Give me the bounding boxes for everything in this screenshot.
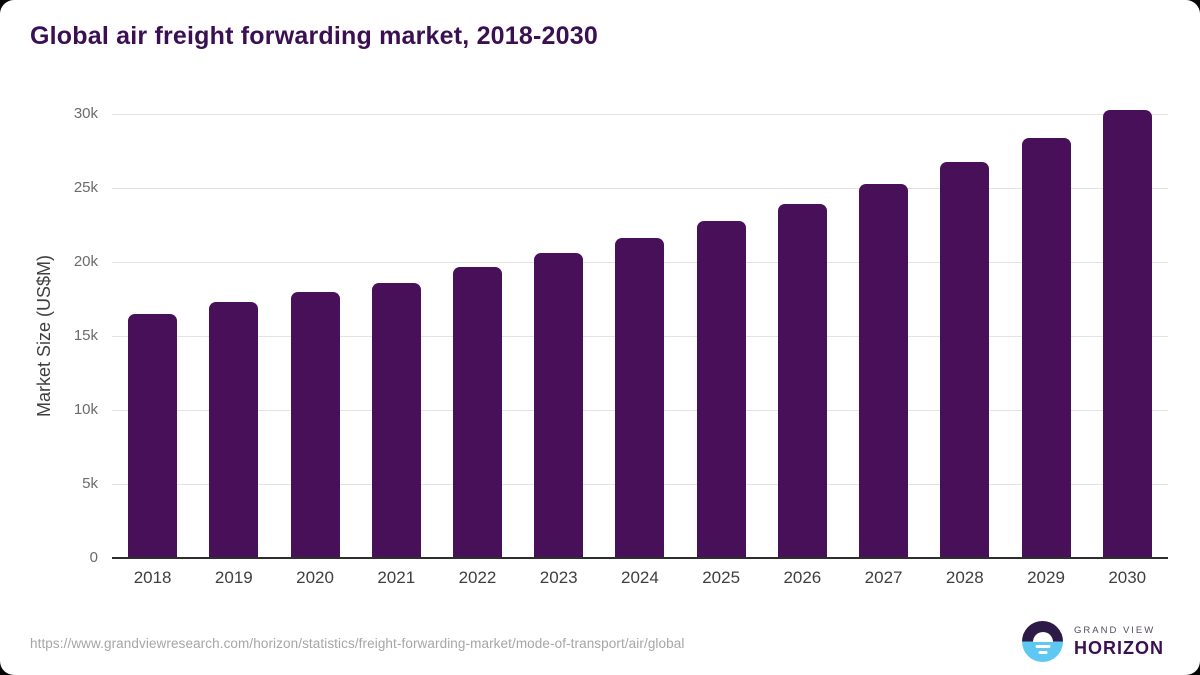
y-tick-30k: 30k [73,105,98,122]
grand-view-horizon-logo: GRAND VIEW HORIZON [1022,621,1164,662]
x-axis-labels: 2018 2019 2020 2021 2022 2023 2024 2025 2026 2027… [112,568,1168,588]
y-tick-20k: 20k [73,253,98,270]
bar-2026[interactable] [777,203,827,558]
x-axis-line [112,557,1168,559]
bar-2025[interactable] [696,221,746,558]
x-label-2029: 2029 [1027,568,1065,587]
bar-2024[interactable] [615,238,665,558]
bar-2030[interactable] [1102,110,1152,558]
x-label-2022: 2022 [458,568,497,587]
bars-group [112,110,1168,558]
y-tick-15k: 15k [73,327,98,344]
logo-text: GRAND VIEW HORIZON [1074,625,1164,659]
x-label-2021: 2021 [377,568,416,587]
x-label-2020: 2020 [296,568,334,587]
x-label-2028: 2028 [945,568,984,587]
x-label-2023: 2023 [539,568,578,587]
horizon-sun-icon [1022,621,1063,662]
bar-2018[interactable] [128,313,178,558]
gridline-30k [112,113,1168,115]
bar-2021[interactable] [371,282,421,558]
source-url: https://www.grandviewresearch.com/horizo… [30,636,685,651]
chart-title: Global air freight forwarding market, 20… [30,22,598,50]
bar-2029[interactable] [1021,137,1071,558]
x-label-2018: 2018 [133,568,172,587]
x-label-2027: 2027 [864,568,903,587]
logo-text-horizon: HORIZON [1074,637,1164,658]
bar-2020[interactable] [290,291,340,558]
bar-2019[interactable] [209,302,259,558]
bar-2028[interactable] [940,162,990,558]
logo-text-grand-view: GRAND VIEW [1074,624,1156,636]
y-tick-0: 0 [89,549,98,566]
x-label-2024: 2024 [621,568,659,587]
y-tick-25k: 25k [73,179,98,196]
bar-2023[interactable] [534,253,584,558]
bar-2027[interactable] [859,183,909,558]
x-label-2026: 2026 [783,568,822,587]
x-label-2019: 2019 [214,568,253,587]
y-tick-10k: 10k [73,401,98,418]
y-tick-5k: 5k [82,475,98,492]
x-label-2030: 2030 [1108,568,1147,587]
gridline-25k [112,187,1168,189]
sun-reflection-line-2 [1038,651,1047,654]
sun-dome-shape [1032,631,1053,642]
plot-area: Market Size (US$M) 0 5k 10k 15k 20k 25k 30k [34,105,1168,566]
x-label-2025: 2025 [702,568,741,587]
bar-2022[interactable] [452,267,502,558]
sun-reflection-line-1 [1035,645,1050,648]
